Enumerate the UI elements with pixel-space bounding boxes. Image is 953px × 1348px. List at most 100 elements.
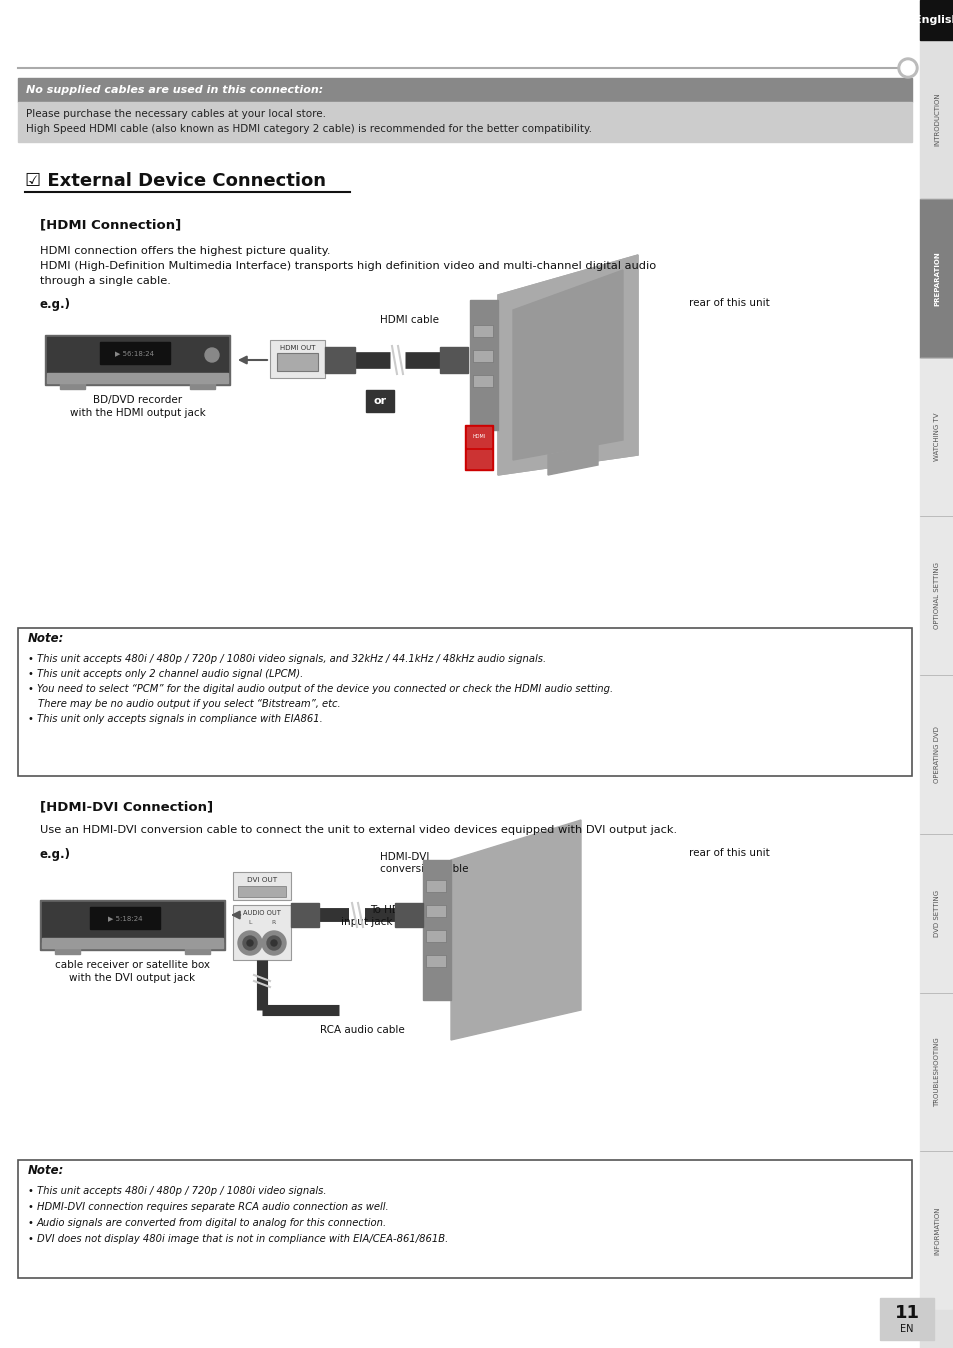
Text: HDMI cable: HDMI cable <box>380 315 439 325</box>
Bar <box>919 516 953 675</box>
Text: INFORMATION: INFORMATION <box>933 1206 939 1255</box>
Text: This unit accepts only 2 channel audio signal (LPCM).: This unit accepts only 2 channel audio s… <box>37 669 303 679</box>
Text: •: • <box>28 669 34 679</box>
Text: There may be no audio output if you select “Bitstream”, etc.: There may be no audio output if you sele… <box>38 700 340 709</box>
Text: rear of this unit: rear of this unit <box>688 298 769 307</box>
Bar <box>237 886 286 896</box>
Text: Use an HDMI-DVI conversion cable to connect the unit to external video devices e: Use an HDMI-DVI conversion cable to conn… <box>40 825 677 834</box>
Text: •: • <box>28 714 34 724</box>
Text: Note:: Note: <box>28 1165 64 1178</box>
Bar <box>100 342 170 364</box>
Text: HDMI OUT: HDMI OUT <box>279 345 314 350</box>
Text: e.g.): e.g.) <box>40 848 71 861</box>
Circle shape <box>243 936 256 950</box>
Bar <box>18 102 911 142</box>
Bar <box>90 907 160 929</box>
Bar <box>919 40 953 198</box>
Text: •: • <box>28 1202 34 1212</box>
Bar <box>276 353 317 371</box>
Circle shape <box>205 348 219 363</box>
Bar <box>879 1298 933 1340</box>
Bar <box>470 301 497 430</box>
Text: AUDIO OUT: AUDIO OUT <box>243 910 280 917</box>
Text: L: L <box>248 919 252 925</box>
Text: INTRODUCTION: INTRODUCTION <box>933 93 939 146</box>
Bar <box>426 930 446 942</box>
Polygon shape <box>547 445 598 474</box>
Bar <box>18 1161 911 1278</box>
Bar <box>47 373 228 383</box>
Bar <box>473 325 493 337</box>
Text: e.g.): e.g.) <box>40 298 71 311</box>
Bar <box>919 992 953 1151</box>
Circle shape <box>897 58 917 78</box>
Text: with the HDMI output jack: with the HDMI output jack <box>70 408 205 418</box>
Bar <box>464 425 493 470</box>
Bar <box>42 938 223 948</box>
Bar <box>395 903 422 927</box>
Text: •: • <box>28 1219 34 1228</box>
Bar <box>42 902 223 942</box>
Bar <box>190 383 214 390</box>
Circle shape <box>262 931 286 954</box>
Text: This unit only accepts signals in compliance with EIA861.: This unit only accepts signals in compli… <box>37 714 322 724</box>
Text: WATCHING TV: WATCHING TV <box>933 412 939 461</box>
Bar <box>426 880 446 892</box>
Bar <box>919 675 953 834</box>
Bar <box>919 198 953 357</box>
Text: DVI OUT: DVI OUT <box>247 878 276 883</box>
Text: This unit accepts 480i / 480p / 720p / 1080i video signals.: This unit accepts 480i / 480p / 720p / 1… <box>37 1186 326 1196</box>
Text: ☑ External Device Connection: ☑ External Device Connection <box>25 173 326 190</box>
Text: HDMI (High-Definition Multimedia Interface) transports high definition video and: HDMI (High-Definition Multimedia Interfa… <box>40 262 656 271</box>
Bar <box>47 337 228 377</box>
Text: This unit accepts 480i / 480p / 720p / 1080i video signals, and 32kHz / 44.1kHz : This unit accepts 480i / 480p / 720p / 1… <box>37 654 545 665</box>
Text: BD/DVD recorder: BD/DVD recorder <box>92 395 182 404</box>
Text: DVD SETTING: DVD SETTING <box>933 890 939 937</box>
Bar <box>233 872 291 900</box>
Bar <box>185 948 210 954</box>
Text: Please purchase the necessary cables at your local store.: Please purchase the necessary cables at … <box>26 109 326 119</box>
Text: OPTIONAL SETTING: OPTIONAL SETTING <box>933 562 939 630</box>
Polygon shape <box>513 270 622 460</box>
Text: HDMI-DVI connection requires separate RCA audio connection as well.: HDMI-DVI connection requires separate RC… <box>37 1202 388 1212</box>
Bar <box>919 1151 953 1310</box>
Text: No supplied cables are used in this connection:: No supplied cables are used in this conn… <box>26 85 323 94</box>
Bar <box>467 427 491 448</box>
Bar <box>473 350 493 363</box>
Bar <box>919 1310 953 1348</box>
Text: •: • <box>28 1186 34 1196</box>
Text: or: or <box>373 396 386 406</box>
Bar <box>467 450 491 468</box>
Text: •: • <box>28 654 34 665</box>
Bar <box>18 78 911 102</box>
Text: [HDMI Connection]: [HDMI Connection] <box>40 218 181 231</box>
Text: DVI does not display 480i image that is not in compliance with EIA/CEA-861/861B.: DVI does not display 480i image that is … <box>37 1233 448 1244</box>
Bar <box>426 905 446 917</box>
Bar <box>919 0 953 40</box>
Circle shape <box>247 940 253 946</box>
Bar <box>60 383 85 390</box>
Polygon shape <box>497 255 638 474</box>
Text: cable receiver or satellite box: cable receiver or satellite box <box>55 960 210 971</box>
Text: To HDMI1
input jack only: To HDMI1 input jack only <box>341 905 417 926</box>
Text: High Speed HDMI cable (also known as HDMI category 2 cable) is recommended for t: High Speed HDMI cable (also known as HDM… <box>26 124 592 133</box>
Text: Note:: Note: <box>28 632 64 646</box>
Bar <box>18 628 911 776</box>
Circle shape <box>271 940 276 946</box>
Bar <box>439 346 468 373</box>
Text: 11: 11 <box>894 1304 919 1322</box>
Text: through a single cable.: through a single cable. <box>40 276 171 286</box>
Bar <box>919 834 953 992</box>
Polygon shape <box>451 820 580 1041</box>
Text: with the DVI output jack: with the DVI output jack <box>70 973 195 983</box>
Bar <box>473 375 493 387</box>
Text: HDMI connection offers the highest picture quality.: HDMI connection offers the highest pictu… <box>40 245 330 256</box>
Bar <box>270 340 325 377</box>
Circle shape <box>267 936 281 950</box>
Text: rear of this unit: rear of this unit <box>688 848 769 857</box>
Bar <box>366 390 394 412</box>
Text: HDMI: HDMI <box>472 434 485 439</box>
Bar <box>55 948 80 954</box>
Circle shape <box>900 61 914 75</box>
Text: Audio signals are converted from digital to analog for this connection.: Audio signals are converted from digital… <box>37 1219 387 1228</box>
